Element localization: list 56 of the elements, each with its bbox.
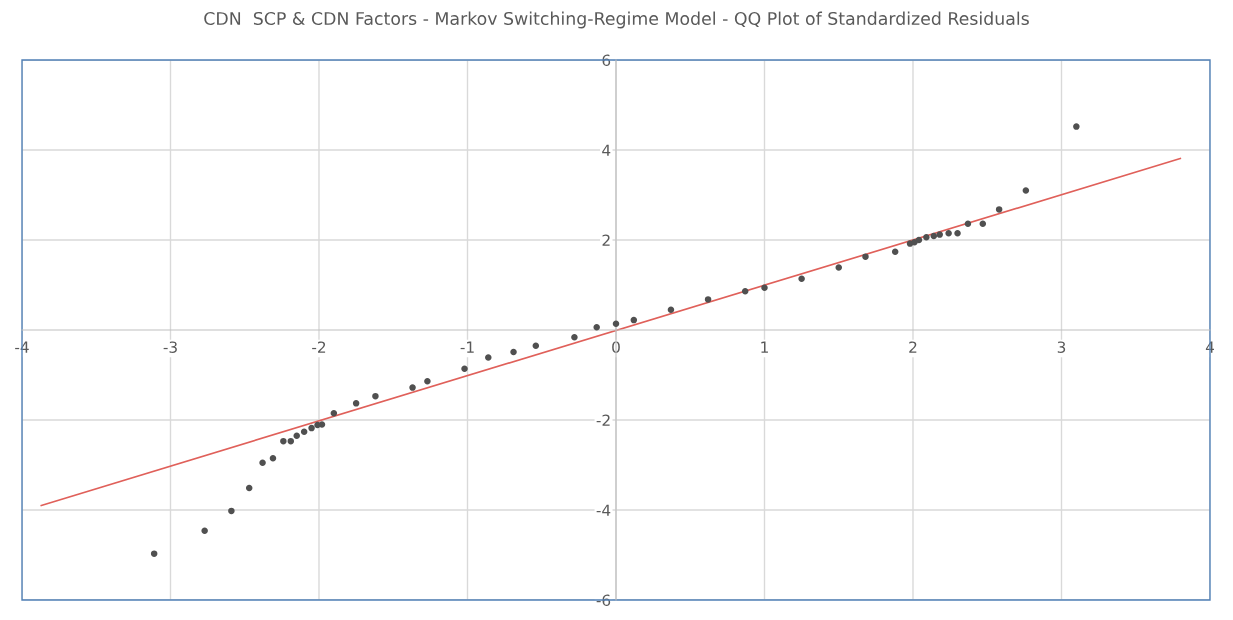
point <box>964 220 972 228</box>
point <box>318 421 326 428</box>
point <box>485 354 492 361</box>
x-tick-label: 1 <box>761 341 768 353</box>
point <box>945 229 952 237</box>
point <box>409 384 416 391</box>
point <box>532 342 540 350</box>
point <box>352 400 360 407</box>
point <box>612 320 620 327</box>
point <box>330 409 338 417</box>
point <box>293 432 300 440</box>
point <box>280 437 287 445</box>
point <box>630 316 638 324</box>
point <box>1073 123 1080 130</box>
y-tick-label: -4 <box>596 504 611 516</box>
point <box>287 437 295 445</box>
point <box>245 484 253 492</box>
x-tick-label: -3 <box>163 341 177 353</box>
point <box>259 459 266 467</box>
point <box>228 507 235 515</box>
point <box>761 284 768 291</box>
point <box>704 296 712 303</box>
point <box>954 229 961 237</box>
point <box>308 424 315 432</box>
point <box>667 306 675 314</box>
point <box>593 324 600 331</box>
point <box>835 264 843 271</box>
y-tick-label: 4 <box>602 144 611 156</box>
point <box>936 231 943 238</box>
point <box>461 365 468 372</box>
chart-title: CDN SCP & CDN Factors - Markov Switching-Regime Model - QQ Plot of Standardized Residuals <box>204 11 1029 29</box>
point <box>995 206 1003 213</box>
point <box>930 232 938 240</box>
x-tick-label: 0 <box>612 341 620 353</box>
x-tick-label: -1 <box>460 341 474 353</box>
point <box>372 392 379 400</box>
point <box>915 236 923 244</box>
point <box>979 220 987 228</box>
point <box>862 253 869 260</box>
point <box>150 550 158 557</box>
point <box>571 333 578 341</box>
point <box>269 454 277 462</box>
y-tick-label: 2 <box>602 234 610 246</box>
y-tick-label: -2 <box>596 414 610 426</box>
point <box>1022 187 1030 194</box>
x-tick-label: 3 <box>1057 341 1066 353</box>
point <box>923 234 930 241</box>
point <box>424 378 431 385</box>
point <box>741 288 749 295</box>
point <box>891 248 899 255</box>
point <box>300 428 308 435</box>
x-tick-label: 2 <box>909 341 917 353</box>
point <box>798 275 805 282</box>
point <box>201 527 208 534</box>
point <box>510 348 517 356</box>
x-tick-label: -2 <box>312 341 326 353</box>
